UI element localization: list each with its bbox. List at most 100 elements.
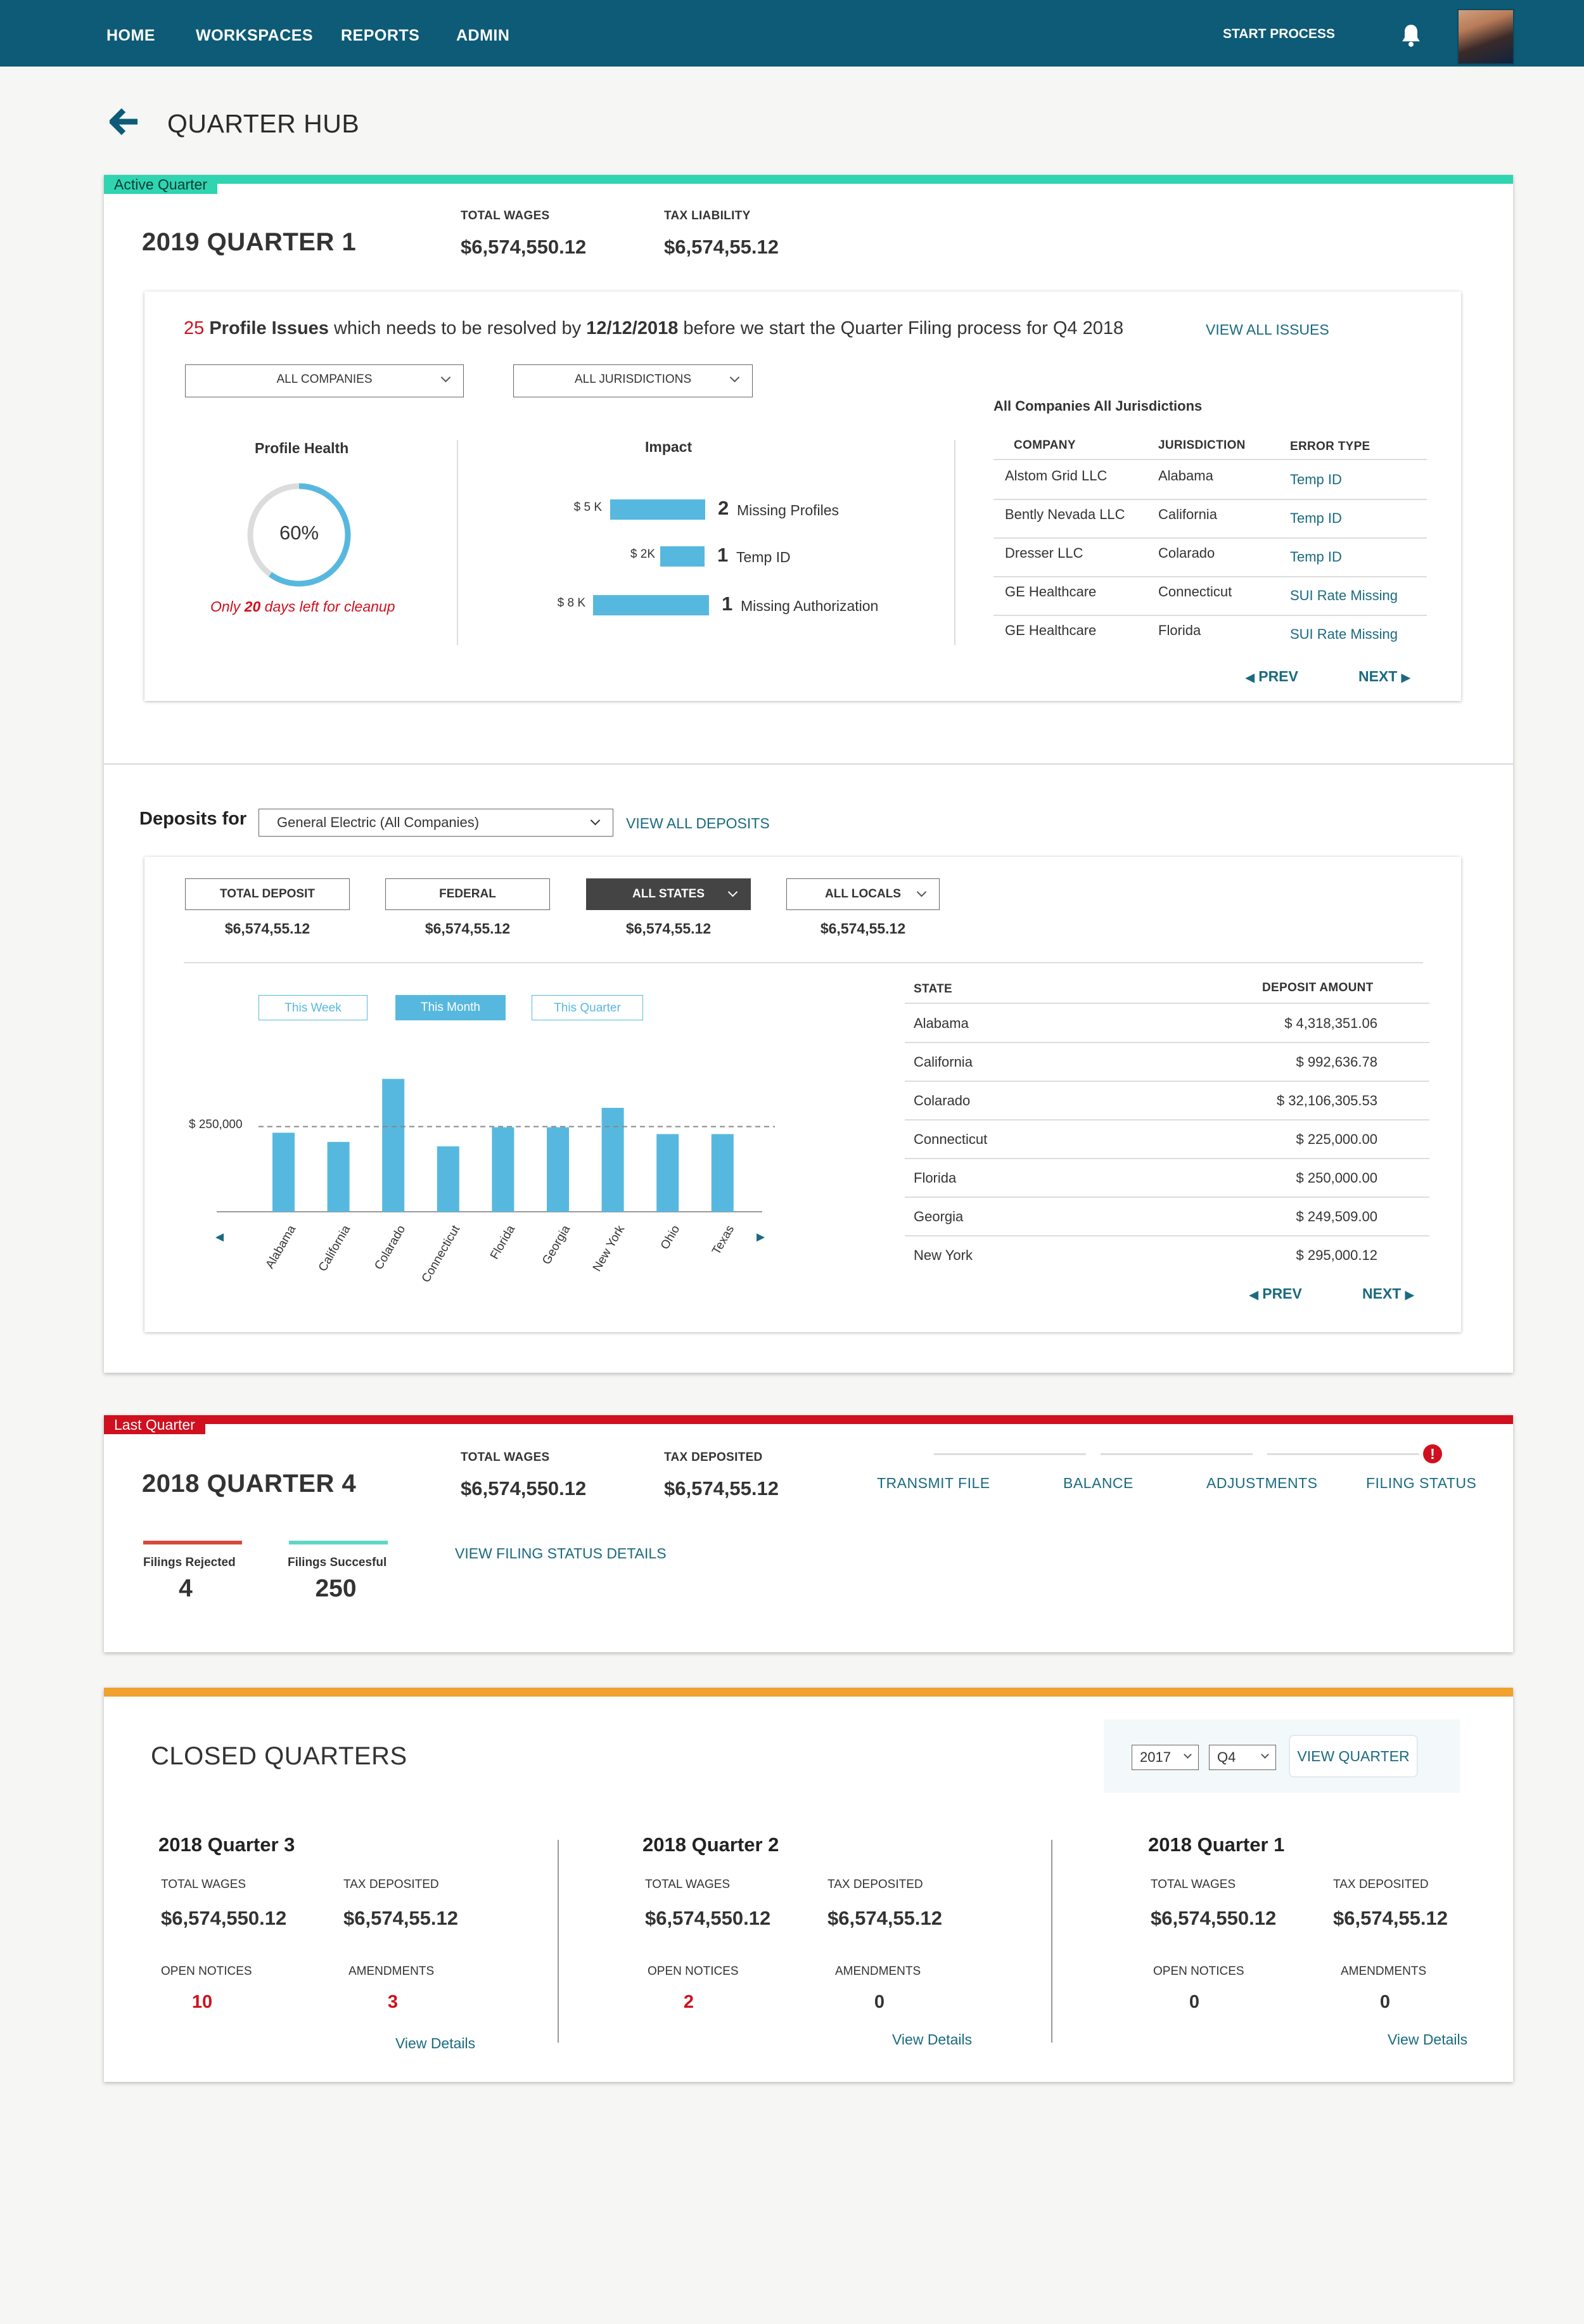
chart-bar[interactable] [601, 1108, 624, 1212]
issue-error-link[interactable]: Temp ID [1290, 549, 1342, 565]
deposits-company-dropdown[interactable]: General Electric (All Companies) [259, 809, 613, 837]
nav-workspaces[interactable]: WORKSPACES [196, 27, 314, 44]
total-wages-value: $6,574,550.12 [1151, 1907, 1277, 1929]
chart-bar[interactable] [272, 1133, 295, 1212]
chart-bar[interactable] [547, 1127, 569, 1212]
chart-bar[interactable] [437, 1146, 459, 1212]
issue-jurisdiction: Florida [1158, 622, 1201, 638]
view-details-link[interactable]: View Details [1388, 2031, 1468, 2048]
cleanup-pre: Only [210, 598, 241, 615]
companies-dropdown-label: ALL COMPANIES [276, 373, 373, 386]
issue-company: GE Healthcare [1005, 622, 1097, 638]
chart-bar[interactable] [327, 1141, 350, 1212]
issues-text2: before we start the Quarter Filing proce… [683, 318, 1124, 338]
cleanup-note: Only 20 days left for cleanup [210, 598, 395, 615]
chevron-down-icon [590, 815, 601, 826]
state-amount: $ 295,000.12 [1296, 1247, 1377, 1263]
total-wages-value: $6,574,550.12 [461, 1477, 587, 1499]
quarter-select[interactable]: Q4 [1209, 1745, 1276, 1770]
step-adjustments[interactable]: ADJUSTMENTS [1206, 1475, 1318, 1491]
period-this-week[interactable]: This Week [259, 995, 367, 1020]
year-select-value: 2017 [1140, 1749, 1171, 1765]
chart-prev-icon[interactable]: ◀ [215, 1231, 224, 1243]
step-filing-status[interactable]: FILING STATUS [1366, 1475, 1477, 1491]
reference-line-label: $ 250,000 [189, 1117, 243, 1131]
state-amount: $ 250,000.00 [1296, 1170, 1377, 1186]
impact-amount: $ 8 K [557, 596, 585, 610]
issues-text1: which needs to be resolved by [333, 318, 582, 338]
chevron-down-icon [440, 372, 451, 383]
amendments-label: AMENDMENTS [348, 1965, 435, 1978]
active-quarter-tag: Active Quarter [104, 175, 217, 194]
view-all-deposits-link[interactable]: VIEW ALL DEPOSITS [626, 815, 770, 831]
open-notices-label: OPEN NOTICES [161, 1965, 252, 1978]
issue-error-link[interactable]: Temp ID [1290, 510, 1342, 526]
period-this-month[interactable]: This Month [395, 995, 506, 1020]
profile-health-gauge [247, 483, 351, 587]
chart-bar[interactable] [656, 1134, 679, 1212]
issues-prev-button[interactable]: ◀ PREV [1246, 668, 1298, 685]
issue-error-link[interactable]: SUI Rate Missing [1290, 587, 1398, 603]
deposit-tab-1[interactable]: FEDERAL [385, 878, 550, 910]
deposit-tab-label: FEDERAL [439, 887, 496, 901]
deposit-tab-0[interactable]: TOTAL DEPOSIT [185, 878, 350, 910]
alert-icon[interactable]: ! [1423, 1444, 1442, 1463]
open-notices-label: OPEN NOTICES [1153, 1965, 1244, 1978]
closed-quarter-title: 2018 Quarter 3 [158, 1833, 295, 1856]
top-nav: HOME WORKSPACES REPORTS ADMIN START PROC… [0, 0, 1584, 67]
issues-next-button[interactable]: NEXT ▶ [1358, 668, 1410, 685]
step-balance[interactable]: BALANCE [1063, 1475, 1134, 1491]
deposit-tab-3[interactable]: ALL LOCALS [786, 878, 940, 910]
tax-liability-label: TAX LIABILITY [664, 209, 751, 222]
amendments-label: AMENDMENTS [835, 1965, 921, 1978]
chart-bar[interactable] [382, 1079, 405, 1212]
issue-error-link[interactable]: Temp ID [1290, 472, 1342, 487]
state-name: California [914, 1054, 973, 1070]
chevron-down-icon [1261, 1750, 1269, 1759]
total-wages-label: TOTAL WAGES [645, 1878, 731, 1891]
avatar[interactable] [1457, 9, 1514, 65]
divider [905, 1158, 1429, 1159]
col-state: STATE [914, 982, 952, 996]
view-details-link[interactable]: View Details [395, 2035, 476, 2051]
start-process-button[interactable]: START PROCESS [1223, 27, 1335, 41]
issues-bold: Profile Issues [209, 318, 329, 338]
deposits-prev-button[interactable]: ◀ PREV [1249, 1285, 1302, 1302]
impact-count: 1 [717, 544, 729, 566]
bell-icon[interactable] [1399, 23, 1423, 48]
tax-deposited-value: $6,574,55.12 [343, 1907, 459, 1929]
amendments-value: 3 [387, 1992, 399, 2012]
total-wages-value: $6,574,550.12 [161, 1907, 287, 1929]
open-notices-value: 10 [191, 1992, 213, 2012]
chart-next-icon[interactable]: ▶ [757, 1231, 765, 1243]
deposits-for-label: Deposits for [139, 809, 247, 829]
view-quarter-button[interactable]: VIEW QUARTER [1290, 1736, 1417, 1776]
issue-error-link[interactable]: SUI Rate Missing [1290, 626, 1398, 642]
view-all-issues-link[interactable]: VIEW ALL ISSUES [1206, 321, 1329, 338]
divider [993, 537, 1427, 539]
issue-jurisdiction: Connecticut [1158, 584, 1232, 600]
state-name: New York [914, 1247, 973, 1263]
nav-reports[interactable]: REPORTS [341, 27, 420, 44]
filings-rejected-label: Filings Rejected [143, 1556, 236, 1569]
deposits-next-button[interactable]: NEXT ▶ [1362, 1285, 1414, 1302]
step-transmit-file[interactable]: TRANSMIT FILE [877, 1475, 990, 1491]
chevron-down-icon [1184, 1750, 1192, 1759]
year-select[interactable]: 2017 [1132, 1745, 1199, 1770]
nav-home[interactable]: HOME [106, 27, 155, 44]
view-details-link[interactable]: View Details [892, 2031, 973, 2048]
deposit-tab-label: ALL LOCALS [825, 887, 901, 901]
view-filing-status-link[interactable]: VIEW FILING STATUS DETAILS [455, 1545, 667, 1562]
jurisdictions-dropdown[interactable]: ALL JURISDICTIONS [513, 364, 753, 397]
chart-bar[interactable] [492, 1127, 514, 1212]
nav-admin[interactable]: ADMIN [456, 27, 510, 44]
divider [558, 1840, 559, 2043]
deposit-tab-2[interactable]: ALL STATES [586, 878, 751, 910]
period-this-quarter[interactable]: This Quarter [532, 995, 643, 1020]
chart-bar[interactable] [711, 1134, 734, 1212]
open-notices-label: OPEN NOTICES [648, 1965, 739, 1978]
companies-dropdown[interactable]: ALL COMPANIES [185, 364, 464, 397]
divider [457, 440, 458, 645]
filings-rejected-value: 4 [179, 1575, 193, 1602]
back-arrow-icon[interactable] [110, 108, 140, 136]
